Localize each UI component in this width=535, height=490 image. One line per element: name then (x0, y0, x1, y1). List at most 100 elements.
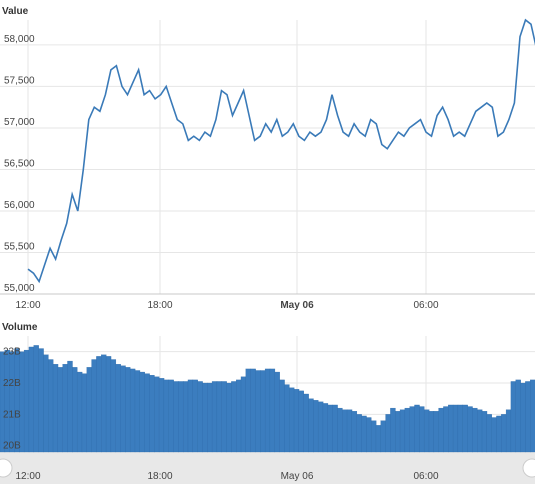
volume-bar (23, 349, 30, 453)
volume-bar (168, 379, 174, 453)
volume-bar (457, 404, 464, 453)
navigator-right-handle[interactable] (522, 458, 535, 478)
volume-bar (370, 420, 377, 453)
volume-bar (390, 407, 396, 453)
price-y-tick-label: 56,000 (4, 200, 35, 211)
volume-bar (317, 401, 324, 453)
volume-bar (129, 368, 136, 453)
price-y-axis: 55,000 55,500 56,000 56,500 57,000 57,500 58,0… (4, 34, 35, 294)
volume-bar (221, 381, 227, 453)
volume-bar (279, 379, 285, 453)
volume-bar (81, 373, 88, 453)
volume-y-tick-label: 21B (3, 409, 21, 420)
volume-bar (72, 367, 78, 453)
volume-bar (361, 415, 367, 453)
price-y-tick-label: 57,500 (4, 75, 35, 86)
volume-bar (452, 404, 459, 453)
volume-bar (105, 356, 112, 453)
volume-bar (486, 414, 492, 453)
volume-bar (250, 368, 256, 453)
volume-bar (139, 371, 145, 453)
price-y-tick-label: 57,000 (4, 117, 35, 128)
volume-bar (4, 349, 10, 453)
volume-bar (14, 348, 20, 453)
volume-bar (91, 359, 97, 453)
volume-bar (187, 379, 194, 453)
volume-y-axis: 20B 21B 22B 23B (3, 347, 21, 452)
volume-y-tick-label: 22B (3, 378, 21, 389)
volume-bars (0, 345, 535, 453)
volume-y-tick-label: 20B (3, 441, 21, 452)
volume-bar (342, 409, 348, 453)
volume-x-tick-label: May 06 (281, 471, 314, 482)
volume-bar (438, 407, 444, 453)
volume-bar (448, 404, 454, 453)
volume-x-tick-label: 12:00 (15, 471, 40, 482)
volume-bar (115, 364, 121, 453)
volume-bar (38, 348, 44, 453)
volume-bar (346, 409, 353, 453)
volume-bar (226, 382, 232, 453)
volume-bar (303, 393, 309, 453)
volume-bar (327, 404, 333, 453)
volume-bar (231, 381, 237, 453)
volume-bar (43, 354, 49, 453)
volume-bar (110, 359, 117, 453)
volume-bar (399, 409, 406, 453)
volume-bar (530, 379, 535, 453)
volume-bar (366, 417, 372, 453)
volume-bar (293, 389, 300, 453)
volume-bar (423, 409, 430, 453)
volume-bar (481, 411, 488, 453)
volume-bar (332, 404, 338, 453)
price-grid (0, 20, 535, 295)
volume-bar (101, 354, 107, 453)
volume-bar (433, 411, 439, 453)
volume-bar (351, 411, 358, 453)
volume-bar (207, 382, 213, 453)
volume-bar (496, 415, 502, 453)
price-x-tick-label: May 06 (280, 300, 314, 311)
volume-panel-title: Volume (2, 322, 38, 333)
volume-bar (264, 368, 271, 453)
volume-bar (395, 411, 401, 453)
volume-bar (501, 414, 507, 453)
volume-bar (96, 356, 102, 453)
volume-bar (216, 381, 223, 453)
volume-x-tick-label: 18:00 (147, 471, 172, 482)
volume-bar (414, 404, 420, 453)
volume-bar (515, 379, 521, 453)
volume-bar (192, 379, 198, 453)
price-line (27, 18, 535, 284)
volume-bar (255, 370, 261, 453)
volume-bar (505, 409, 512, 453)
volume-bar (467, 406, 473, 453)
volume-x-axis: 12:00 18:00 May 06 06:00 (15, 471, 438, 482)
volume-bar (211, 381, 218, 453)
price-y-tick-label: 55,000 (4, 283, 35, 294)
volume-bar (404, 407, 411, 453)
volume-bar (240, 376, 247, 453)
volume-bar (48, 359, 54, 453)
volume-bar (322, 403, 329, 453)
volume-bar (443, 406, 449, 453)
volume-x-tick-label: 06:00 (413, 471, 438, 482)
volume-bar (0, 351, 6, 453)
navigator-band[interactable] (0, 452, 535, 484)
volume-bar (462, 404, 468, 453)
volume-bar (308, 398, 314, 453)
navigator-left-handle[interactable] (0, 458, 13, 478)
volume-bar (67, 360, 73, 453)
volume-bar (313, 400, 319, 453)
price-y-tick-label: 55,500 (4, 241, 35, 252)
volume-bar (202, 382, 208, 453)
volume-bar (86, 367, 92, 453)
price-panel-title: Value (2, 6, 29, 17)
volume-bar (409, 406, 415, 453)
volume-bar (510, 381, 517, 453)
volume-bar (419, 406, 425, 453)
volume-bar (428, 411, 435, 453)
volume-bar (385, 414, 391, 453)
volume-y-tick-label: 23B (3, 347, 21, 358)
